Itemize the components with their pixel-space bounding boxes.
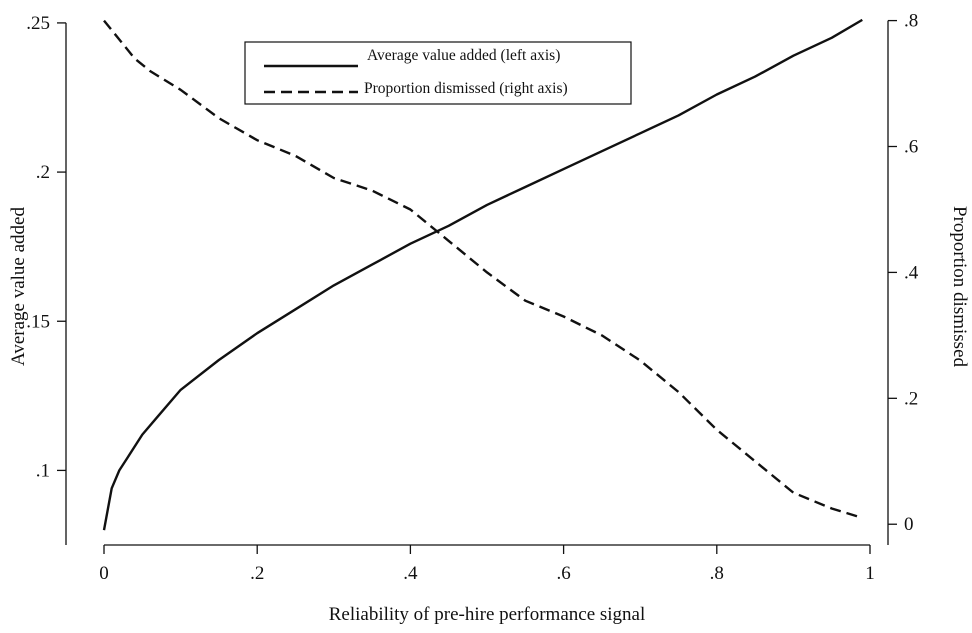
right-y-tick-label: .8 <box>904 11 918 32</box>
x-axis-title: Reliability of pre-hire performance sign… <box>329 604 646 625</box>
ticks-group: 0 .2 .4 .6 .8 1 .1 .15 .2 .25 0 .2 .4 .6 .8 <box>26 11 919 584</box>
x-tick-label: .6 <box>556 563 570 584</box>
x-tick-label: .4 <box>403 563 418 584</box>
x-tick-label: 1 <box>865 563 875 584</box>
left-y-tick-label: .1 <box>36 460 50 481</box>
legend: Average value added (left axis) Proporti… <box>244 41 632 105</box>
x-tick-label: 0 <box>99 563 109 584</box>
x-tick-label: .2 <box>250 563 264 584</box>
left-y-tick-label: .2 <box>36 162 50 183</box>
right-y-tick-label: 0 <box>904 514 914 535</box>
series-group <box>102 18 863 531</box>
left-y-axis-title: Average value added <box>8 207 29 366</box>
right-y-axis-title: Proportion dismissed <box>949 206 970 367</box>
legend-label-dismissed: Proportion dismissed (right axis) <box>364 80 568 97</box>
right-y-tick-label: .4 <box>904 262 919 283</box>
right-y-tick-label: .6 <box>904 136 918 157</box>
axes-group <box>65 20 889 546</box>
left-y-tick-label: .15 <box>26 311 50 332</box>
legend-label-value-added: Average value added (left axis) <box>367 47 560 64</box>
x-tick-label: .8 <box>710 563 724 584</box>
right-y-tick-label: .2 <box>904 388 918 409</box>
legend-box <box>244 41 632 105</box>
series-line-dismissed <box>103 19 863 520</box>
series-line-value-added <box>102 18 863 531</box>
left-y-tick-label: .25 <box>26 13 50 34</box>
